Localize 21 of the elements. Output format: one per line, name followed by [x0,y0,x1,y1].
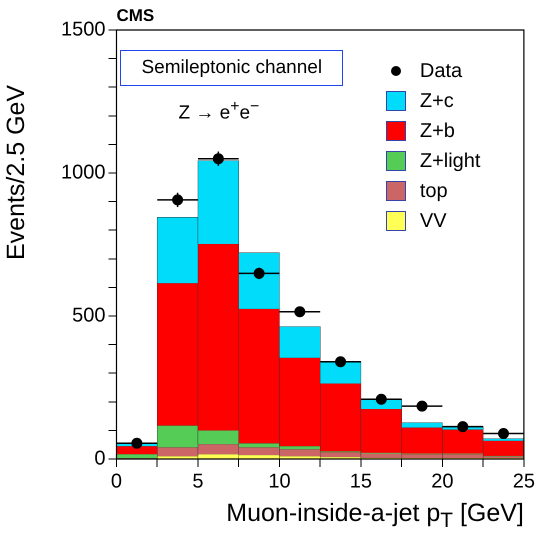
x-axis-title: Muon-inside-a-jet p$_{T}$ [GeV] [226,499,524,533]
x-tick-label: 0 [110,470,122,493]
text: CMS [116,6,154,26]
y-tick-label: 0 [94,448,106,470]
x-tick-label: 10 [268,470,291,493]
legend-label: Z+c [420,90,454,112]
legend-label: Z+light [420,150,480,172]
legend-label: VV [420,210,447,232]
legend-label: top [420,180,448,202]
annotation: Semileptonic channel [120,50,344,86]
x-tick-label: 20 [431,470,454,493]
y-tick-label: 500 [72,304,106,327]
annotation: Z → e$^{+}$e$^{−}$ [178,98,260,124]
legend-label: Data [420,60,462,82]
legend-label: Z+b [420,120,455,142]
x-tick-label: 25 [512,470,535,493]
y-tick-label: 1500 [60,18,106,41]
y-axis-title: Events/2.5 GeV [2,84,31,260]
x-tick-label: 5 [192,470,204,493]
y-tick-label: 1000 [60,162,106,184]
x-tick-label: 15 [350,470,372,493]
